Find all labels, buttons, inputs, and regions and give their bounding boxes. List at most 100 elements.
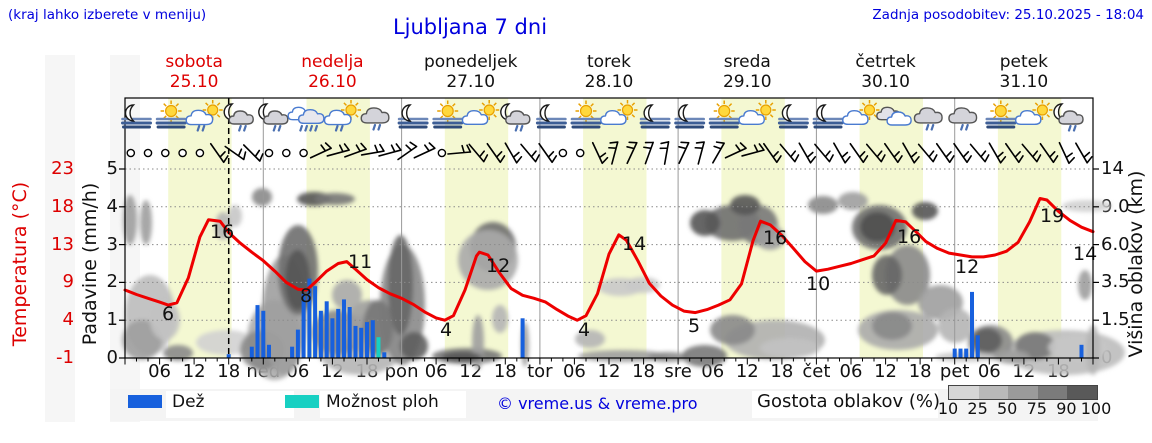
temperature-value-label: 12 [955,256,979,278]
weather-icon [258,103,289,132]
legend-chip-showers [320,391,466,418]
rain-bar [958,348,963,358]
rain-bar [324,301,329,358]
temperature-value-label: 10 [806,273,830,295]
weather-icon [876,106,912,126]
day-date: 29.10 [722,72,772,92]
wind-barb-icon [902,142,920,164]
temp-tick: 9 [62,271,74,293]
day-name: četrtek [855,52,916,72]
rain-bar [353,325,358,358]
rain-bar [970,291,974,358]
rain-bar [370,320,375,358]
legend-chip-density [752,391,938,418]
weather-icon [360,107,390,131]
weather-icon [639,104,671,129]
wind-calm-icon [281,148,291,158]
cloud-height-tick: 14 [1101,158,1124,179]
wind-calm-icon [160,148,170,158]
wind-barb-icon [1005,142,1024,164]
wind-barb-icon [520,143,540,163]
legend-chip-rain [166,391,294,418]
wind-calm-icon [558,148,568,158]
last-update: Zadnja posodobitev: 25.10.2025 - 18:04 [872,7,1144,23]
weather-icon [432,100,464,129]
wind-barb-icon [935,142,955,164]
rain-bar [952,348,957,358]
day-name: nedelja [301,52,364,72]
wind-calm-icon [437,148,447,158]
precip-tick: 3 [106,233,118,255]
cloud-density-scale-segment [1067,386,1097,399]
day-name: sobota [165,52,223,72]
wind-barb-icon [988,142,1007,164]
wind-barb-icon [969,143,990,163]
wind-barb-icon [1075,142,1093,164]
weather-icon [1053,103,1084,132]
weather-icon [500,103,531,132]
time-tick: 06 [839,361,863,382]
day-date: 31.10 [999,72,1049,92]
wind-barb-icon [608,141,619,165]
wind-barb-icon [309,142,332,159]
wind-barb-icon [741,143,765,157]
rain-bar [342,299,346,358]
wind-barb-icon [224,145,247,161]
wind-calm-icon [178,148,187,158]
weather-icon [185,100,223,132]
day-abbrev-tick: pet [939,361,970,382]
day-header: sreda 29.10 [678,52,816,92]
weather-icon [121,104,152,129]
wind-barb-icon [1021,143,1042,163]
weather-icon [287,106,325,132]
showers-swatch [285,395,319,408]
rain-bar [249,346,254,358]
temperature-value-label: 11 [348,251,372,273]
copyright-link[interactable]: © vreme.us & vreme.pro [497,394,698,413]
precip-tick: 5 [106,158,118,179]
temperature-value-label: 6 [162,303,174,325]
shower-bar [376,337,381,358]
wind-calm-icon [575,148,585,158]
weather-icon [570,100,602,129]
day-band [997,98,1062,358]
day-name: torek [586,52,631,72]
wind-barb-icon [1039,142,1059,164]
temperature-value-label: 16 [210,221,234,243]
wind-barb-icon [486,142,506,164]
wind-barb-icon [865,143,886,163]
cloud-density-scale-segment [949,386,979,399]
rain-bar [301,293,306,358]
weather-icon [155,100,187,129]
showers-legend-label: Možnost ploh [326,392,439,412]
wind-barb-icon [504,142,523,164]
weather-icon [674,104,706,129]
day-header: torek 28.10 [540,52,678,92]
day-date: 26.10 [308,72,357,92]
cloud-density-scale-segment [1037,386,1068,399]
wind-barb-icon [712,141,725,164]
temperature-value-label: 14 [622,233,646,255]
day-abbrev-tick: tor [527,361,553,382]
time-tick: 18 [908,361,932,382]
cloud-density-scale-number: 90 [1056,399,1077,418]
wind-barb-icon [833,142,851,164]
wind-calm-icon [195,148,205,158]
day-header: petek 31.10 [955,52,1093,92]
rain-bar [1079,344,1084,358]
weather-icon [948,107,978,131]
wind-barb-icon [447,144,472,155]
cloud-density-scale-segment [1008,386,1038,399]
cloud-height-tick: 6.0 [1101,233,1130,255]
precip-tick: 1 [106,309,118,331]
rain-bar [964,348,969,358]
day-date: 28.10 [584,72,634,92]
time-tick: 06 [562,361,586,382]
day-header: nedelja 26.10 [263,52,401,92]
weather-icon [397,104,429,129]
wind-barb-icon [798,142,817,164]
menu-hint[interactable]: (kraj lahko izberete v meniju) [8,7,207,23]
time-tick: 06 [424,361,448,382]
wind-barb-icon [360,143,385,156]
